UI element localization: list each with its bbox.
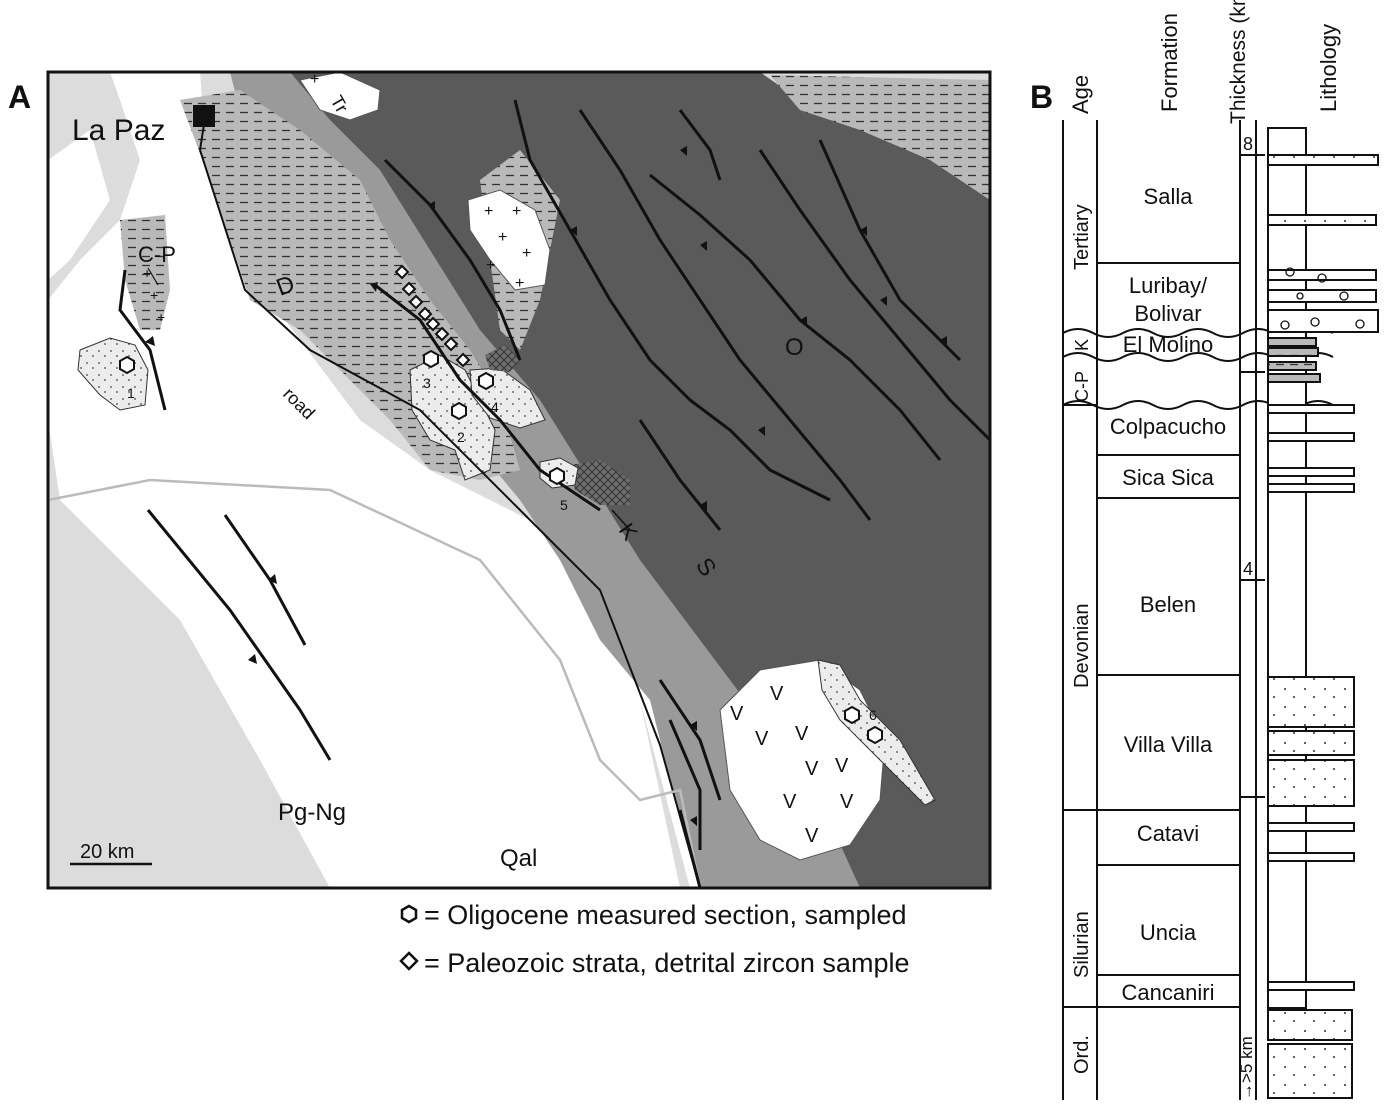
svg-text:V: V [795,723,809,745]
site-label-4: 4 [491,399,499,415]
section-area-1 [77,337,149,411]
formation-catavi: Catavi [1137,821,1199,846]
unit-tr-area [299,72,381,121]
formation-uncia: Uncia [1140,920,1197,945]
age-label-ord: Ord. [1071,1035,1093,1074]
svg-text:V: V [730,703,744,725]
formation-el-molino: El Molino [1123,332,1213,357]
granite-body [467,189,551,291]
cp-leader-line [147,267,159,286]
site-label-3: 3 [423,375,431,391]
road-line [198,117,701,888]
svg-text:+: + [498,229,507,246]
age-label-cp: C-P [1072,371,1092,402]
age-label-tertiary: Tertiary [1071,204,1093,270]
unit-k-area [570,460,630,505]
svg-text:V: V [805,825,819,847]
unit-qal-west [48,130,110,280]
svg-text:+: + [484,203,493,220]
formation-colpacucho: Colpacucho [1110,414,1226,439]
formation-sica-sica: Sica Sica [1122,465,1214,490]
map-frame [46,70,992,890]
scale-label: 20 km [80,841,134,863]
formation-belen: Belen [1140,592,1196,617]
header-formation: Formation [1157,13,1182,112]
unit-k-north [485,345,520,372]
svg-text:+: + [150,287,158,303]
formation-cancaniri: Cancaniri [1122,980,1215,1005]
hexagon-icon [400,904,418,924]
unit-cp-label: C-P [138,242,176,267]
age-label-silurian: Silurian [1071,911,1093,978]
site-label-2: 2 [457,429,465,445]
svg-text:V: V [783,791,797,813]
formation-villa-villa: Villa Villa [1124,732,1213,757]
formation-labels: Salla Luribay/ Bolivar El Molino Colpacu… [1110,184,1226,1005]
svg-text:+: + [512,203,521,220]
svg-text:V: V [835,755,849,777]
svg-text:+: + [143,265,151,281]
header-thickness: Thickness (km) [1227,0,1250,124]
legend-text-section: = Oligocene measured section, sampled [424,900,907,930]
panel-a-label: A [8,79,31,115]
svg-text:+: + [310,71,319,88]
fault-teeth [145,146,947,826]
formation-bolivar: Bolivar [1134,301,1201,326]
unit-cp-area [120,215,170,330]
diamond-icon [399,951,419,971]
granite-pattern: + + ++ ++ + [310,71,531,292]
thickness-mark-8: 8 [1243,134,1253,154]
svg-text:V: V [840,791,854,813]
city-label: La Paz [72,114,165,147]
svg-text:+: + [515,275,524,292]
unit-d-ne [770,75,990,200]
formation-luribay: Luribay/ [1129,273,1208,298]
formation-salla: Salla [1144,184,1194,209]
header-thickness-text: Thickness (km) [1227,0,1250,124]
svg-text:+: + [157,309,165,325]
unit-o-label: O [785,334,804,361]
panel-b-label: B [1030,79,1053,115]
map-legend: = Oligocene measured section, sampled = … [399,900,909,978]
site-label-5: 5 [560,497,568,513]
thickness-ticks [1240,154,1265,798]
svg-text:V: V [755,728,769,750]
cp-pattern: + + + [143,265,165,325]
age-label-devonian: Devonian [1071,603,1093,688]
unit-qal-label: Qal [500,845,537,872]
site-label-1: 1 [127,385,135,401]
conglomerate-clasts [1280,267,1365,330]
svg-text:+: + [486,257,495,274]
svg-text:V: V [805,758,819,780]
header-lithology: Lithology [1316,24,1341,112]
zircon-samples [394,264,471,368]
svg-text:V: V [770,683,784,705]
section-markers [119,349,883,745]
k-leader-line [611,509,631,531]
header-age: Age [1068,75,1093,114]
svg-text:+: + [522,245,531,262]
base-note: →>5 km [1237,1036,1256,1100]
age-label-k: K [1072,339,1092,351]
stratigraphic-column: B Age Formation Thickness (km) Lithology [1030,0,1379,1100]
unit-pgng-label: Pg-Ng [278,799,346,826]
la-paz-marker [193,105,215,127]
thickness-mark-4: 4 [1243,559,1253,579]
section-area-2-3 [409,354,496,481]
boundary-line [48,478,702,888]
site-label-6: 6 [869,707,877,723]
unit-qal-area [48,72,680,888]
legend-text-zircon: = Paleozoic strata, detrital zircon samp… [424,948,909,978]
